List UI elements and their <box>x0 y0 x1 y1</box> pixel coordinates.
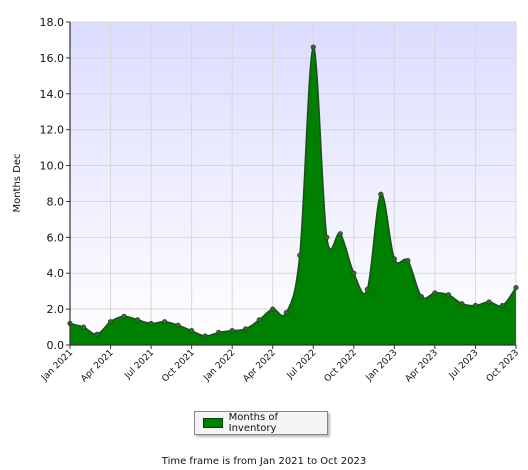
legend-label: Months of Inventory <box>228 412 279 434</box>
data-point <box>513 284 519 291</box>
data-point <box>80 324 87 330</box>
data-point <box>405 258 411 264</box>
data-point <box>283 310 289 316</box>
data-point <box>229 328 235 334</box>
y-tick-label: 4.0 <box>47 267 65 280</box>
x-tick-label: Jul 2022 <box>285 348 319 382</box>
data-point <box>310 44 316 50</box>
plot-area <box>70 22 516 345</box>
data-point <box>270 306 276 312</box>
axes <box>69 22 516 346</box>
data-point <box>459 301 465 307</box>
x-tick-label: Apr 2021 <box>79 348 115 384</box>
data-point <box>297 252 303 258</box>
data-point <box>148 320 154 327</box>
legend-swatch <box>203 418 223 428</box>
x-tick-label: Jan 2022 <box>201 348 237 384</box>
x-tick-label: Oct 2023 <box>485 348 521 384</box>
x-tick-label: Jul 2023 <box>447 348 481 382</box>
data-point <box>107 319 114 325</box>
data-point <box>472 302 479 309</box>
data-point <box>256 317 262 323</box>
data-point <box>189 328 195 334</box>
time-frame-caption: Time frame is from Jan 2021 to Oct 2023 <box>161 456 367 467</box>
y-tick-label: 14.0 <box>40 88 65 101</box>
x-tick-label: Apr 2022 <box>242 348 278 384</box>
data-point <box>432 290 438 296</box>
series-layer <box>67 44 519 346</box>
y-ticks: 0.0 2.0 4.0 6.0 8.0 10.0 12.0 14.0 16.0 18.0 <box>40 16 70 352</box>
data-point <box>391 256 397 262</box>
y-tick-label: 12.0 <box>40 124 65 137</box>
y-axis-label: Months Dec <box>12 153 23 212</box>
series-area-months-of-inventory <box>70 47 516 346</box>
x-tick-label: Jul 2021 <box>123 348 157 382</box>
data-point <box>202 333 208 339</box>
data-point <box>499 302 506 309</box>
y-tick-label: 2.0 <box>47 303 65 316</box>
data-point <box>121 313 127 319</box>
x-tick-label: Jan 2023 <box>364 348 400 384</box>
data-point <box>351 270 357 276</box>
data-point <box>175 322 181 328</box>
y-tick-label: 8.0 <box>47 195 65 208</box>
data-point <box>486 299 492 305</box>
y-tick-label: 6.0 <box>47 231 65 244</box>
x-tick-label: Apr 2023 <box>404 348 440 384</box>
data-point <box>216 329 222 336</box>
x-ticks: Jan 2021 Apr 2021 Jul 2021 Oct 2021 Jan 2022… <box>39 345 521 384</box>
legend: Months of Inventory <box>194 411 328 435</box>
data-point <box>418 293 424 300</box>
data-point <box>162 319 168 325</box>
y-tick-label: 16.0 <box>40 52 65 65</box>
data-point <box>364 286 370 292</box>
y-tick-label: 0.0 <box>47 339 65 352</box>
data-point <box>94 331 100 337</box>
data-point <box>134 317 141 323</box>
data-point <box>243 326 249 332</box>
x-tick-label: Oct 2022 <box>323 348 359 384</box>
data-point <box>445 292 452 298</box>
x-tick-label: Jan 2021 <box>39 348 75 384</box>
data-point <box>337 231 343 237</box>
y-tick-label: 18.0 <box>40 16 65 29</box>
x-tick-label: Oct 2021 <box>160 348 196 384</box>
data-point <box>378 191 384 197</box>
y-tick-label: 10.0 <box>40 160 65 173</box>
data-point <box>324 234 330 240</box>
